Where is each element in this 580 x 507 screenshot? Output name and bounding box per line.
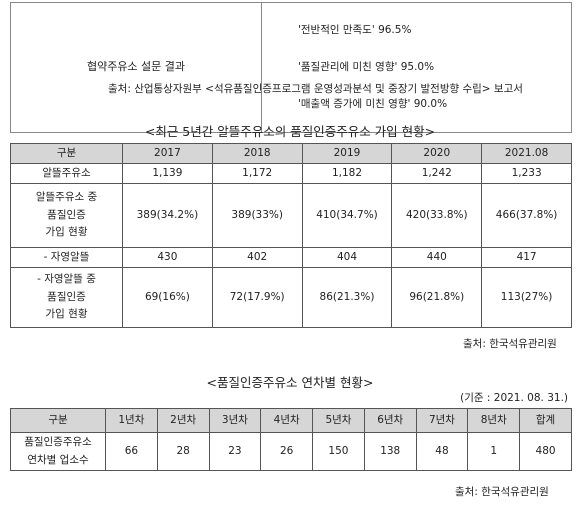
header-cell: 합계: [519, 408, 572, 433]
source-note: 출처: 한국석유관리원: [455, 486, 549, 498]
row-label: 품질인증주유소 연차별 업소수: [10, 432, 106, 471]
source-note: 출처: 산업통상자원부 <석유품질인증프로그램 운영성과분석 및 중장기 발전방…: [108, 83, 523, 95]
cell: 440: [391, 247, 483, 268]
cell: 23: [208, 432, 262, 471]
header-cell: 3년차: [208, 408, 262, 433]
cell: 480: [519, 432, 572, 471]
basis-note: (기준 : 2021. 08. 31.): [460, 392, 568, 404]
survey-item: '전반적인 만족도' 96.5%: [298, 24, 412, 37]
survey-table: 협약주유소 설문 결과 '전반적인 만족도' 96.5% '품질관리에 미친 영…: [10, 2, 572, 133]
cell: 138: [363, 432, 417, 471]
header-cell: 8년차: [467, 408, 521, 433]
cell: 86(21.3%): [301, 267, 393, 328]
survey-results: '전반적인 만족도' 96.5% '품질관리에 미친 영향' 95.0% '매출…: [261, 2, 572, 133]
cell: 72(17.9%): [211, 267, 303, 328]
cell: 389(33%): [211, 183, 303, 248]
cell: 26: [260, 432, 314, 471]
header-cell: 5년차: [312, 408, 365, 433]
header-cell: 2021.08: [481, 143, 572, 164]
data-row: 알뜰주유소 1,139 1,172 1,182 1,242 1,233: [10, 163, 572, 184]
row-label: 알뜰주유소: [10, 163, 123, 184]
data-row: - 자영알뜰 중 품질인증 가입 현황 69(16%) 72(17.9%) 86(21…: [10, 267, 572, 328]
cell: 1,182: [301, 163, 393, 184]
header-cell: 2년차: [156, 408, 210, 433]
header-row: 구분 2017 2018 2019 2020 2021.08: [10, 143, 572, 164]
row-label: - 자영알뜰 중 품질인증 가입 현황: [10, 267, 123, 328]
header-cell: 4년차: [260, 408, 314, 433]
header-cell: 2018: [211, 143, 303, 164]
cell: 466(37.8%): [481, 183, 572, 248]
cell: 96(21.8%): [391, 267, 483, 328]
data-row: 알뜰주유소 중 품질인증 가입 현황 389(34.2%) 389(33%) 410(…: [10, 183, 572, 248]
header-cell: 1년차: [105, 408, 158, 433]
cell: 420(33.8%): [391, 183, 483, 248]
cell: 417: [481, 247, 572, 268]
cell: 404: [301, 247, 393, 268]
cell: 1,172: [211, 163, 303, 184]
row-label: 알뜰주유소 중 품질인증 가입 현황: [10, 183, 123, 248]
cell: 410(34.7%): [301, 183, 393, 248]
cell: 69(16%): [122, 267, 213, 328]
header-cell: 2017: [122, 143, 213, 164]
data-row: 품질인증주유소 연차별 업소수 66 28 23 26 150 138 48 1 480: [10, 432, 572, 471]
header-cell: 구분: [10, 143, 123, 164]
cell: 48: [415, 432, 469, 471]
years-table: 구분 1년차 2년차 3년차 4년차 5년차 6년차 7년차 8년차 합계 품질인증주유소 연차별 …: [10, 408, 572, 471]
cell: 402: [211, 247, 303, 268]
cell: 113(27%): [481, 267, 572, 328]
cell: 150: [312, 432, 365, 471]
header-cell: 7년차: [415, 408, 469, 433]
cell: 66: [105, 432, 158, 471]
header-row: 구분 1년차 2년차 3년차 4년차 5년차 6년차 7년차 8년차 합계: [10, 408, 572, 433]
cell: 430: [122, 247, 213, 268]
table-title: <최근 5년간 알뜰주유소의 품질인증주유소 가입 현황>: [144, 124, 436, 139]
membership-table: 구분 2017 2018 2019 2020 2021.08 알뜰주유소 1,139 1,172…: [10, 143, 572, 328]
survey-label: 협약주유소 설문 결과: [10, 2, 262, 133]
header-cell: 2020: [391, 143, 483, 164]
cell: 1,233: [481, 163, 572, 184]
header-cell: 6년차: [363, 408, 417, 433]
cell: 1,242: [391, 163, 483, 184]
source-note: 출처: 한국석유관리원: [463, 338, 557, 350]
cell: 1: [467, 432, 521, 471]
data-row: - 자영알뜰 430 402 404 440 417: [10, 247, 572, 268]
cell: 28: [156, 432, 210, 471]
row-label: - 자영알뜰: [10, 247, 123, 268]
cell: 1,139: [122, 163, 213, 184]
table-title: <품질인증주유소 연차별 현황>: [206, 375, 374, 390]
cell: 389(34.2%): [122, 183, 213, 248]
survey-item: '매출액 증가에 미친 영향' 90.0%: [298, 97, 448, 110]
header-cell: 2019: [301, 143, 393, 164]
header-cell: 구분: [10, 408, 106, 433]
survey-item: '품질관리에 미친 영향' 95.0%: [298, 61, 435, 74]
